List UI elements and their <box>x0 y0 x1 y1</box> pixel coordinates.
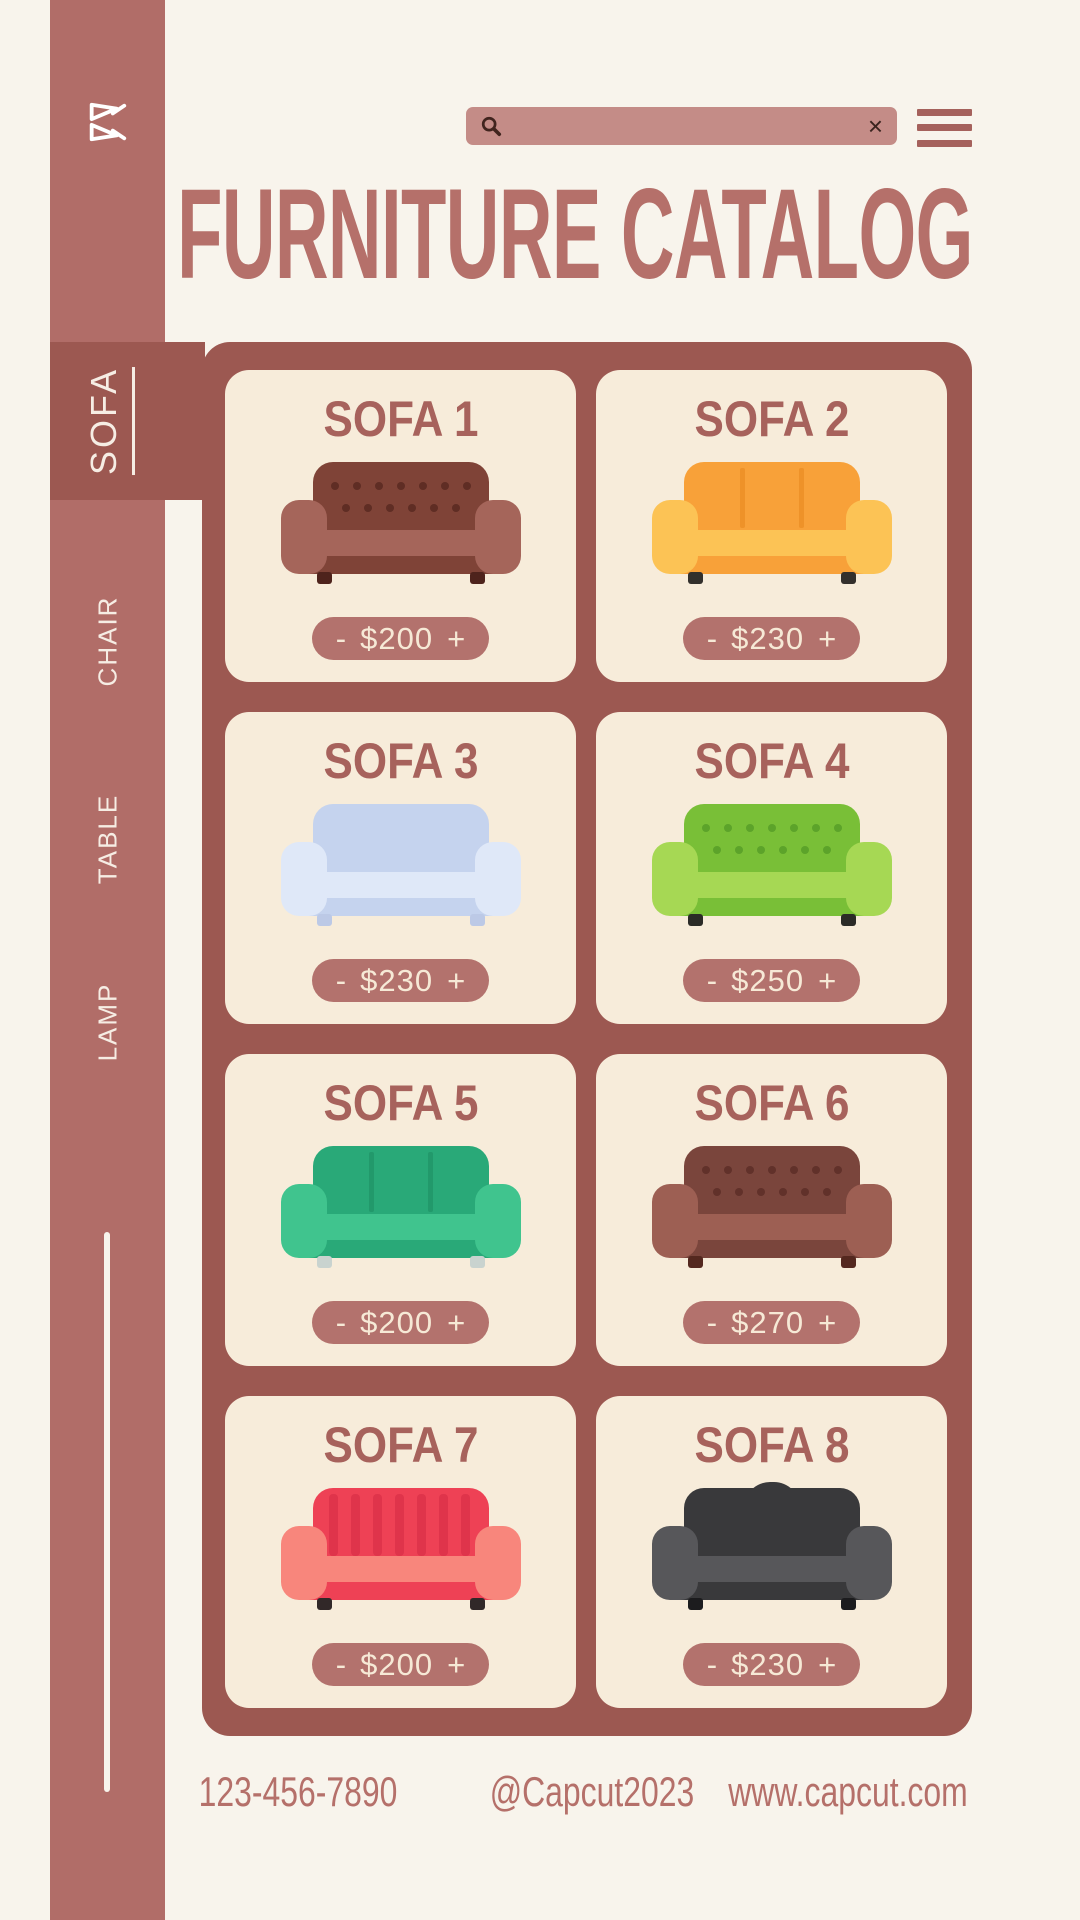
footer-website: www.capcut.com <box>728 1768 968 1815</box>
sofa-illustration-wrap <box>269 1482 533 1612</box>
price-value: $230 <box>731 621 805 656</box>
sofa-illustration <box>651 1146 892 1268</box>
page-title: FURNITURE CATALOG <box>150 163 1000 306</box>
product-card: SOFA 6 <box>596 1054 947 1366</box>
price-stepper: - $200 + <box>311 617 490 660</box>
product-card: SOFA 8 <box>596 1396 947 1708</box>
search-icon <box>481 116 502 137</box>
increase-price-button[interactable]: + <box>818 1647 837 1682</box>
price-value: $270 <box>731 1305 805 1340</box>
capcut-logo-icon <box>89 102 127 142</box>
price-stepper: - $230 + <box>682 1643 861 1686</box>
increase-price-button[interactable]: + <box>818 1305 837 1340</box>
decrease-price-button[interactable]: - <box>706 621 718 656</box>
increase-price-button[interactable]: + <box>818 963 837 998</box>
clear-search-button[interactable]: × <box>867 111 883 141</box>
price-stepper: - $200 + <box>311 1643 490 1686</box>
sofa-illustration <box>280 804 521 926</box>
product-title: SOFA 8 <box>694 1417 849 1473</box>
price-value: $200 <box>360 1647 434 1682</box>
sofa-illustration-wrap <box>640 798 904 928</box>
product-card: SOFA 2 <box>596 370 947 682</box>
increase-price-button[interactable]: + <box>818 621 837 656</box>
product-title: SOFA 7 <box>323 1417 478 1473</box>
search-bar[interactable]: × <box>466 107 897 145</box>
sofa-illustration <box>651 1482 892 1610</box>
increase-price-button[interactable]: + <box>447 621 466 656</box>
tab-sofa-active[interactable]: SOFA <box>50 342 205 500</box>
footer-phone: 123-456-7890 <box>198 1768 398 1815</box>
sofa-illustration-wrap <box>269 456 533 586</box>
sofa-illustration <box>280 462 521 584</box>
increase-price-button[interactable]: + <box>447 963 466 998</box>
sidebar-tab-chair[interactable]: CHAIR <box>92 595 123 687</box>
product-card: SOFA 4 <box>596 712 947 1024</box>
menu-button[interactable] <box>917 109 972 147</box>
sofa-illustration <box>651 462 892 584</box>
sofa-illustration <box>280 1146 521 1268</box>
decrease-price-button[interactable]: - <box>335 621 347 656</box>
increase-price-button[interactable]: + <box>447 1647 466 1682</box>
decrease-price-button[interactable]: - <box>706 1305 718 1340</box>
footer-social-handle: @Capcut2023 <box>489 1768 695 1815</box>
decrease-price-button[interactable]: - <box>706 963 718 998</box>
product-grid: SOFA 1 <box>225 370 947 1708</box>
sofa-illustration-wrap <box>640 456 904 586</box>
decrease-price-button[interactable]: - <box>335 1305 347 1340</box>
sofa-illustration-wrap <box>640 1482 904 1612</box>
price-stepper: - $270 + <box>682 1301 861 1344</box>
product-title: SOFA 2 <box>694 391 849 447</box>
catalog-panel: SOFA 1 <box>202 342 972 1736</box>
price-value: $200 <box>360 621 434 656</box>
sofa-illustration <box>280 1488 521 1610</box>
product-title: SOFA 6 <box>694 1075 849 1131</box>
sidebar-tab-table[interactable]: TABLE <box>92 793 123 885</box>
sofa-illustration-wrap <box>269 798 533 928</box>
sofa-illustration-wrap <box>269 1140 533 1270</box>
price-stepper: - $200 + <box>311 1301 490 1344</box>
page-title-text: FURNITURE CATALOG <box>177 162 973 306</box>
price-value: $230 <box>360 963 434 998</box>
product-card: SOFA 1 <box>225 370 576 682</box>
product-card: SOFA 3 <box>225 712 576 1024</box>
product-card: SOFA 7 <box>225 1396 576 1708</box>
sidebar-tab-lamp[interactable]: LAMP <box>92 982 123 1062</box>
decrease-price-button[interactable]: - <box>335 1647 347 1682</box>
decrease-price-button[interactable]: - <box>335 963 347 998</box>
search-input[interactable] <box>512 111 858 141</box>
product-title: SOFA 1 <box>323 391 478 447</box>
decrease-price-button[interactable]: - <box>706 1647 718 1682</box>
hamburger-icon <box>917 109 972 116</box>
product-card: SOFA 5 <box>225 1054 576 1366</box>
price-value: $200 <box>360 1305 434 1340</box>
product-title: SOFA 5 <box>323 1075 478 1131</box>
price-stepper: - $250 + <box>682 959 861 1002</box>
increase-price-button[interactable]: + <box>447 1305 466 1340</box>
sidebar-decorative-line <box>104 1232 110 1792</box>
sofa-illustration-wrap <box>640 1140 904 1270</box>
sidebar-tab-sofa[interactable]: SOFA <box>83 366 135 476</box>
price-value: $230 <box>731 1647 805 1682</box>
price-stepper: - $230 + <box>311 959 490 1002</box>
price-value: $250 <box>731 963 805 998</box>
price-stepper: - $230 + <box>682 617 861 660</box>
product-title: SOFA 4 <box>694 733 849 789</box>
sofa-illustration <box>651 804 892 926</box>
product-title: SOFA 3 <box>323 733 478 789</box>
